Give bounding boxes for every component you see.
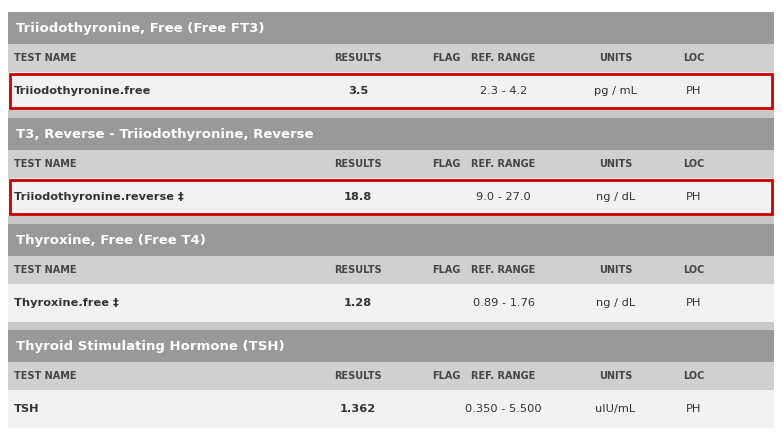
Bar — [8, 224, 774, 256]
Text: uIU/mL: uIU/mL — [595, 404, 636, 414]
Text: TEST NAME: TEST NAME — [14, 159, 77, 169]
Text: ng / dL: ng / dL — [596, 298, 635, 308]
Text: FLAG: FLAG — [432, 159, 461, 169]
Text: 2.3 - 4.2: 2.3 - 4.2 — [480, 86, 527, 96]
Text: TEST NAME: TEST NAME — [14, 53, 77, 63]
Bar — [10, 74, 772, 108]
Bar — [8, 150, 774, 178]
Text: RESULTS: RESULTS — [334, 53, 382, 63]
Text: TEST NAME: TEST NAME — [14, 265, 77, 275]
Text: REF. RANGE: REF. RANGE — [472, 53, 536, 63]
Text: TSH: TSH — [14, 404, 40, 414]
Text: Triiodothyronine, Free (Free FT3): Triiodothyronine, Free (Free FT3) — [16, 22, 264, 34]
Text: 1.362: 1.362 — [340, 404, 376, 414]
Text: 1.28: 1.28 — [344, 298, 372, 308]
Text: FLAG: FLAG — [432, 53, 461, 63]
Text: T3, Reverse - Triiodothyronine, Reverse: T3, Reverse - Triiodothyronine, Reverse — [16, 128, 314, 140]
Text: FLAG: FLAG — [432, 371, 461, 381]
Text: 0.350 - 5.500: 0.350 - 5.500 — [465, 404, 542, 414]
Text: REF. RANGE: REF. RANGE — [472, 265, 536, 275]
Text: RESULTS: RESULTS — [334, 265, 382, 275]
Bar — [8, 72, 774, 110]
Text: PH: PH — [686, 298, 701, 308]
Bar — [8, 256, 774, 284]
Text: UNITS: UNITS — [599, 371, 632, 381]
Text: LOC: LOC — [683, 371, 705, 381]
Text: LOC: LOC — [683, 159, 705, 169]
Text: Thyroid Stimulating Hormone (TSH): Thyroid Stimulating Hormone (TSH) — [16, 340, 285, 352]
Bar — [8, 284, 774, 322]
Text: FLAG: FLAG — [432, 265, 461, 275]
Bar — [8, 390, 774, 428]
Text: pg / mL: pg / mL — [594, 86, 637, 96]
Text: Triiodothyronine.reverse ‡: Triiodothyronine.reverse ‡ — [14, 192, 184, 202]
Text: LOC: LOC — [683, 53, 705, 63]
Bar — [10, 180, 772, 214]
Text: TEST NAME: TEST NAME — [14, 371, 77, 381]
Bar — [8, 216, 774, 224]
Bar — [8, 178, 774, 216]
Text: UNITS: UNITS — [599, 265, 632, 275]
Text: LOC: LOC — [683, 265, 705, 275]
Text: REF. RANGE: REF. RANGE — [472, 159, 536, 169]
Text: Triiodothyronine.free: Triiodothyronine.free — [14, 86, 152, 96]
Text: RESULTS: RESULTS — [334, 159, 382, 169]
Text: Thyroxine.free ‡: Thyroxine.free ‡ — [14, 298, 119, 308]
Text: UNITS: UNITS — [599, 53, 632, 63]
Text: Thyroxine, Free (Free T4): Thyroxine, Free (Free T4) — [16, 234, 206, 246]
Text: PH: PH — [686, 404, 701, 414]
Bar — [8, 110, 774, 118]
Text: ng / dL: ng / dL — [596, 192, 635, 202]
Text: 18.8: 18.8 — [344, 192, 372, 202]
Bar — [8, 118, 774, 150]
Text: REF. RANGE: REF. RANGE — [472, 371, 536, 381]
Bar — [8, 322, 774, 330]
Bar — [8, 362, 774, 390]
Bar — [8, 330, 774, 362]
Text: UNITS: UNITS — [599, 159, 632, 169]
Bar — [8, 12, 774, 44]
Text: RESULTS: RESULTS — [334, 371, 382, 381]
Text: PH: PH — [686, 192, 701, 202]
Text: 0.89 - 1.76: 0.89 - 1.76 — [472, 298, 535, 308]
Text: 3.5: 3.5 — [348, 86, 368, 96]
Bar — [8, 44, 774, 72]
Text: 9.0 - 27.0: 9.0 - 27.0 — [476, 192, 531, 202]
Text: PH: PH — [686, 86, 701, 96]
